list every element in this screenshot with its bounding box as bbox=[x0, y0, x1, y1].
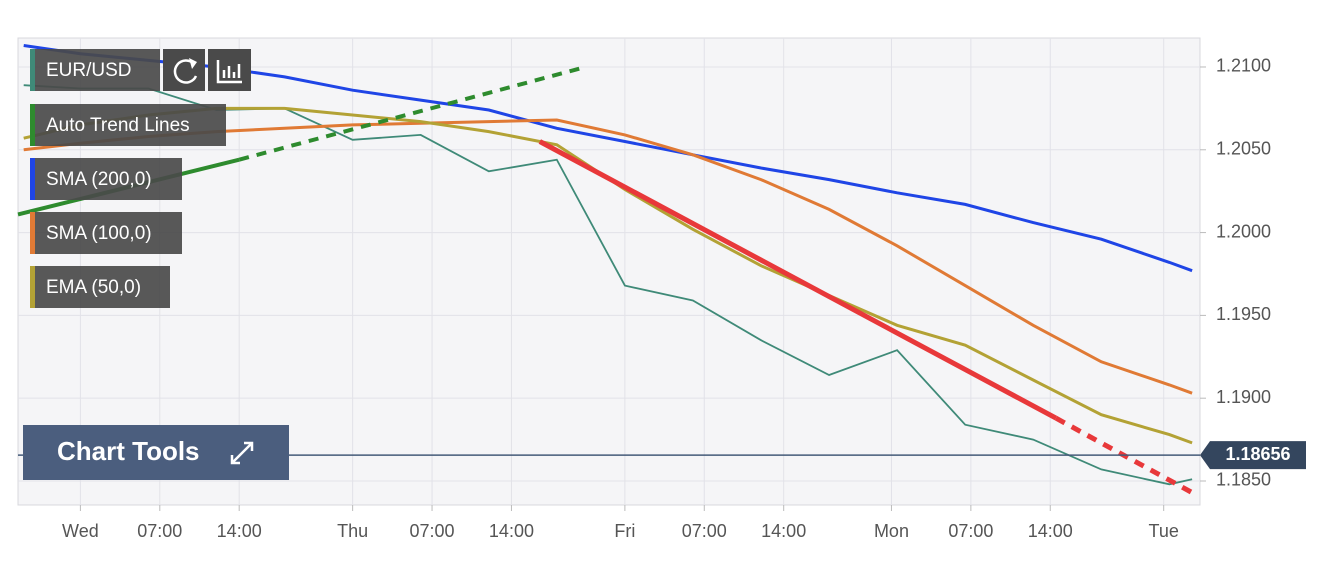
trend-line bbox=[238, 66, 581, 162]
y-tick-label: 1.1950 bbox=[1216, 304, 1271, 324]
x-tick-label: 07:00 bbox=[948, 521, 993, 541]
x-tick-label: Wed bbox=[62, 521, 99, 541]
legend-swatch bbox=[30, 104, 35, 146]
x-tick-label: Mon bbox=[874, 521, 909, 541]
refresh-arrow bbox=[189, 58, 197, 69]
controls: 1.18656 EUR/USD Auto Trend Lines SMA (200,0… bbox=[23, 49, 1306, 480]
y-tick-label: 1.1850 bbox=[1216, 470, 1271, 490]
trend-line bbox=[538, 139, 1058, 421]
legend-label: Auto Trend Lines bbox=[46, 115, 190, 136]
chart-tools-label: Chart Tools bbox=[57, 436, 200, 466]
x-tick-label: 07:00 bbox=[137, 521, 182, 541]
legend-label: SMA (200,0) bbox=[46, 169, 152, 190]
x-tick-label: Fri bbox=[614, 521, 635, 541]
last-price-tag bbox=[1200, 441, 1306, 470]
legend-button[interactable] bbox=[30, 104, 226, 146]
x-tick-label: 14:00 bbox=[761, 521, 806, 541]
y-tick-label: 1.2050 bbox=[1216, 139, 1271, 159]
legend-button[interactable] bbox=[30, 266, 170, 308]
refresh-icon bbox=[173, 59, 198, 84]
legend-swatch bbox=[30, 266, 35, 308]
last-price-label: 1.18656 bbox=[1225, 444, 1290, 464]
x-tick-label: 14:00 bbox=[489, 521, 534, 541]
legend-label: SMA (100,0) bbox=[46, 223, 152, 244]
chart-tools-button[interactable] bbox=[23, 425, 289, 480]
x-tick-label: 14:00 bbox=[217, 521, 262, 541]
legend-swatch bbox=[30, 49, 35, 91]
y-tick-label: 1.1900 bbox=[1216, 387, 1271, 407]
x-tick-label: 14:00 bbox=[1028, 521, 1073, 541]
legend-swatch bbox=[30, 158, 35, 200]
legend-button[interactable] bbox=[30, 49, 160, 91]
expand-icon bbox=[230, 441, 254, 465]
x-tick-label: 07:00 bbox=[410, 521, 455, 541]
legend-button[interactable] bbox=[30, 212, 182, 254]
legend-label: EUR/USD bbox=[46, 60, 132, 81]
legend-swatch bbox=[30, 212, 35, 254]
legend-button[interactable] bbox=[30, 158, 182, 200]
y-tick-label: 1.2100 bbox=[1216, 56, 1271, 76]
x-tick-label: Thu bbox=[337, 521, 368, 541]
y-tick-label: 1.2000 bbox=[1216, 221, 1271, 241]
indicator-icon bbox=[216, 60, 242, 84]
x-tick-label: 07:00 bbox=[682, 521, 727, 541]
legend-label: EMA (50,0) bbox=[46, 277, 141, 298]
refresh-button[interactable] bbox=[163, 49, 205, 91]
x-tick-label: Tue bbox=[1149, 521, 1179, 541]
